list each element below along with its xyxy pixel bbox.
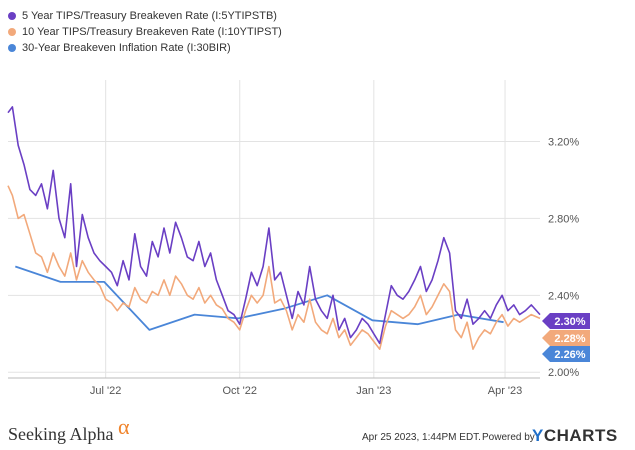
x-tick-label: Jan '23 (356, 385, 391, 397)
legend-label-30y: 30-Year Breakeven Inflation Rate (I:30BI… (22, 42, 231, 54)
chart-legend: 5 Year TIPS/Treasury Breakeven Rate (I:5… (8, 8, 282, 56)
legend-item-5y: 5 Year TIPS/Treasury Breakeven Rate (I:5… (8, 8, 282, 24)
legend-item-10y: 10 Year TIPS/Treasury Breakeven Rate (I:… (8, 24, 282, 40)
legend-dot-10y (8, 28, 16, 36)
end-value-label-5y: 2.30% (554, 316, 585, 328)
seeking-alpha-logo: Seeking Alpha α (8, 414, 130, 446)
legend-dot-30y (8, 44, 16, 52)
y-tick-label: 2.00% (548, 367, 579, 379)
end-value-tag-10y (542, 330, 590, 346)
ycharts-wordmark: CHARTS (543, 426, 618, 445)
x-tick-label: Jul '22 (90, 385, 121, 397)
breakeven-rate-chart: 2.00% 2.40% 2.80% 3.20% Jul '22 Oct '22 Jan '2… (7, 80, 590, 397)
y-tick-label: 3.20% (548, 137, 579, 149)
timestamp: Apr 25 2023, 1:44PM EDT. (362, 432, 481, 443)
y-tick-label: 2.80% (548, 213, 579, 225)
alpha-icon: α (118, 414, 130, 439)
chart-footer: Seeking Alpha α Apr 25 2023, 1:44PM EDT.… (0, 410, 635, 450)
brand-name: Seeking Alpha (8, 424, 114, 444)
end-value-tag-5y (542, 313, 590, 329)
ycharts-logo: YCHARTS (532, 426, 618, 446)
end-value-label-10y: 2.28% (554, 333, 585, 345)
series-line-5y (7, 106, 541, 345)
legend-label-5y: 5 Year TIPS/Treasury Breakeven Rate (I:5… (22, 10, 277, 22)
x-tick-label: Apr '23 (488, 385, 523, 397)
y-tick-label: 2.40% (548, 290, 579, 302)
x-tick-label: Oct '22 (222, 385, 257, 397)
legend-item-30y: 30-Year Breakeven Inflation Rate (I:30BI… (8, 40, 282, 56)
legend-dot-5y (8, 12, 16, 20)
series-line-10y (7, 185, 541, 351)
ycharts-y-mark: Y (532, 426, 544, 445)
end-value-tag-30y (542, 346, 590, 362)
legend-label-10y: 10 Year TIPS/Treasury Breakeven Rate (I:… (22, 26, 282, 38)
powered-by-label: Powered by (482, 432, 535, 443)
end-value-label-30y: 2.26% (554, 349, 585, 361)
